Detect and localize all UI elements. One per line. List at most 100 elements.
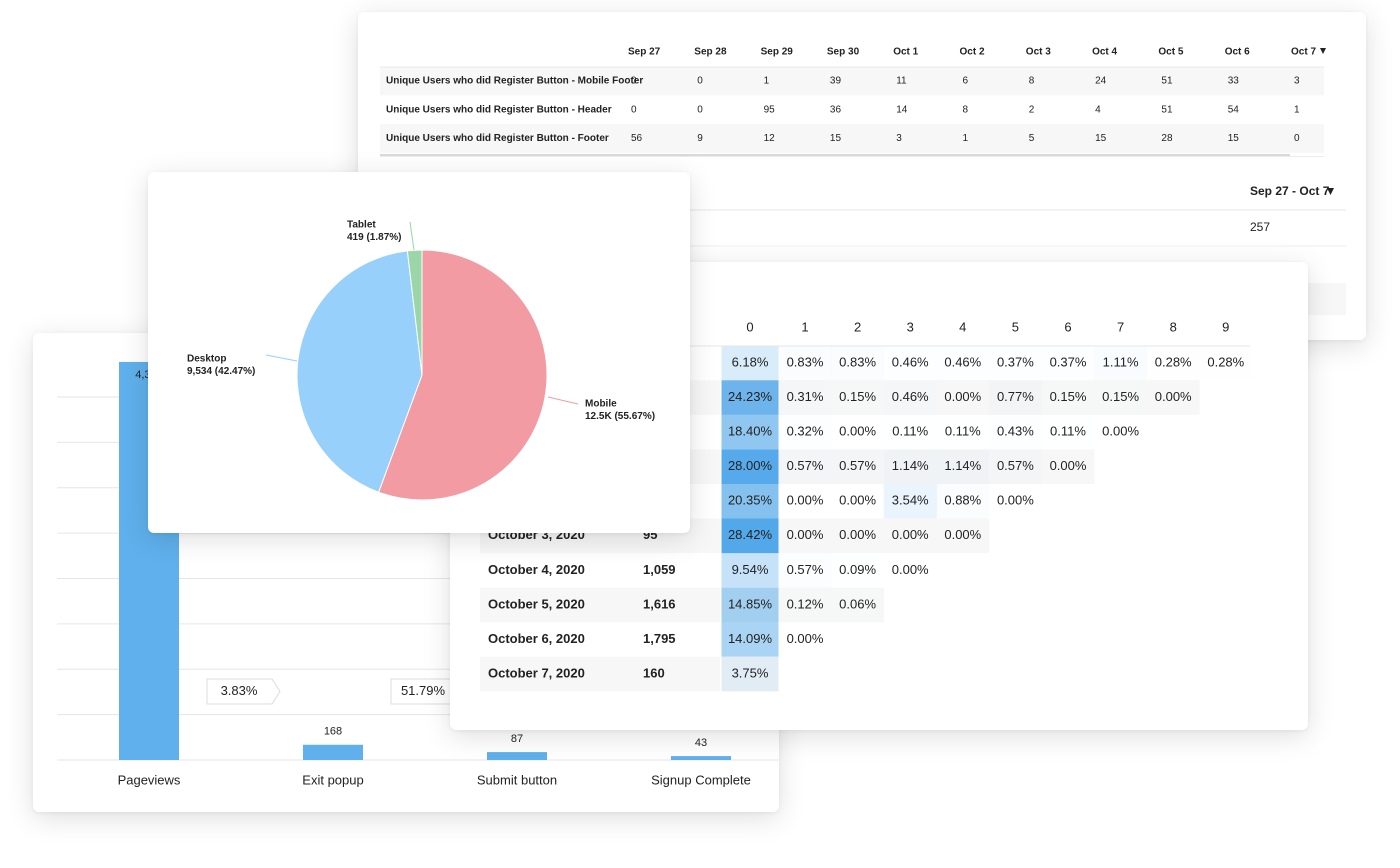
cohort-size: 1,795 <box>643 631 676 646</box>
sort-icon <box>1320 48 1326 54</box>
retention-cell: 0.28% <box>1155 354 1192 369</box>
slice-value-label: 12.5K (55.67%) <box>585 411 655 422</box>
cell-value: 24 <box>1095 76 1107 87</box>
retention-cell: 0.00% <box>839 527 876 542</box>
retention-cell: 28.42% <box>728 527 773 542</box>
cell-shade <box>936 449 990 484</box>
column-header: 9 <box>1222 319 1229 334</box>
segmentation-view: Sep 27 Sep 28 Sep 29 Sep 30 Oct 1 Oct 2 Oct 3 O… <box>380 47 1346 315</box>
retention-cell: 0.46% <box>944 354 981 369</box>
slice-value-label: 419 (1.87%) <box>347 232 401 243</box>
retention-cell: 9.54% <box>732 562 769 577</box>
column-header: 1 <box>801 319 808 334</box>
cell-shade <box>721 449 779 484</box>
cell-bg <box>988 449 1042 484</box>
cell-shade <box>721 518 779 554</box>
cell-value: 6 <box>963 76 969 87</box>
column-header: Oct 1 <box>893 47 918 58</box>
cell-value: 257 <box>1250 220 1270 234</box>
retention-cell: 0.12% <box>787 596 824 611</box>
retention-cell: 3.54% <box>892 493 929 508</box>
cell-value: 9 <box>697 133 703 144</box>
cell-value: 8 <box>963 104 969 115</box>
retention-cell: 0.11% <box>1050 424 1086 439</box>
cohort-date: October 5, 2020 <box>488 596 585 611</box>
x-tick-label: Pageviews <box>118 772 181 787</box>
cell-value: 12 <box>764 133 776 144</box>
cell-value: 36 <box>830 104 842 115</box>
row-label: Unique Users who did Register Button - M… <box>386 76 643 87</box>
row-band <box>380 66 1324 96</box>
bar-value-label: 168 <box>324 726 342 738</box>
cell-value: 5 <box>1029 133 1035 144</box>
row-band <box>480 656 720 692</box>
retention-cell: 1.11% <box>1103 354 1139 369</box>
retention-cell: 0.57% <box>997 458 1034 473</box>
retention-cell: 3.75% <box>732 665 769 680</box>
retention-cell: 0.83% <box>787 354 824 369</box>
cell-value: 54 <box>1228 104 1240 115</box>
retention-cell: 6.18% <box>732 354 769 369</box>
cell-value: 2 <box>1029 104 1035 115</box>
retention-cell: 0.00% <box>839 424 876 439</box>
cell-bg <box>1041 380 1095 415</box>
retention-cell: 0.15% <box>1102 389 1139 404</box>
cell-bg <box>831 380 885 415</box>
cell-bg <box>1146 380 1200 415</box>
cohort-size: 160 <box>643 665 665 680</box>
retention-cell: 0.43% <box>997 424 1034 439</box>
retention-cell: 0.46% <box>892 354 929 369</box>
column-header: Sep 30 <box>827 47 860 58</box>
column-header: Oct 4 <box>1092 47 1117 58</box>
column-header: 3 <box>907 319 914 334</box>
cell-value: 1 <box>1294 104 1300 115</box>
cell-value: 15 <box>830 133 842 144</box>
cell-bg <box>1041 449 1095 484</box>
retention-cell: 0.00% <box>787 527 824 542</box>
retention-cell: 0.00% <box>1155 389 1192 404</box>
retention-cell: 20.35% <box>728 493 773 508</box>
retention-cell: 0.00% <box>1050 458 1087 473</box>
cell-value: 14 <box>896 104 908 115</box>
retention-cell: 0.09% <box>839 562 876 577</box>
cell-bg <box>1094 380 1148 415</box>
column-header: Oct 3 <box>1026 47 1051 58</box>
retention-card: 6.18% 0.83% 0.83% 0.46% 0.46% 0.37% 0.37% 1.11%… <box>450 262 1308 730</box>
column-header: 4 <box>959 319 966 334</box>
cell-shade <box>721 414 779 450</box>
bar <box>671 756 731 760</box>
retention-cell: 0.00% <box>787 631 824 646</box>
cell-bg <box>883 518 937 554</box>
slice-label: Tablet <box>347 220 376 231</box>
cell-value: 15 <box>1095 133 1107 144</box>
retention-cell: 0.06% <box>839 596 876 611</box>
cell-value: 51 <box>1161 104 1173 115</box>
cohort-date: October 7, 2020 <box>488 665 585 680</box>
cohort-date: October 6, 2020 <box>488 631 585 646</box>
retention-cell: 14.85% <box>728 596 773 611</box>
retention-cell: 0.32% <box>787 424 824 439</box>
retention-cell: 0.37% <box>1050 354 1087 369</box>
column-header: Sep 28 <box>694 47 727 58</box>
cell-shade <box>721 553 779 588</box>
retention-cell: 28.00% <box>728 458 773 473</box>
column-header: 8 <box>1170 319 1177 334</box>
scrollbar-track <box>380 156 1324 157</box>
column-header: 7 <box>1117 319 1124 334</box>
cohort-size: 1,616 <box>643 596 676 611</box>
column-header: Oct 7 <box>1291 47 1316 58</box>
column-header: Sep 27 - Oct 7 <box>1250 184 1330 198</box>
cell-bg <box>831 518 885 554</box>
cell-value: 0 <box>697 104 703 115</box>
cohort-date: October 4, 2020 <box>488 562 585 577</box>
retention-cell: 0.57% <box>839 458 876 473</box>
retention-cell: 0.15% <box>839 389 876 404</box>
cell-value: 1 <box>963 133 969 144</box>
pie-slice <box>406 249 423 376</box>
row-band <box>380 124 1324 153</box>
cell-bg <box>936 518 990 554</box>
cell-value: 3 <box>1294 76 1300 87</box>
cell-value: 0 <box>1294 133 1300 144</box>
sort-icon <box>1327 188 1334 195</box>
column-header: Sep 29 <box>761 47 794 58</box>
